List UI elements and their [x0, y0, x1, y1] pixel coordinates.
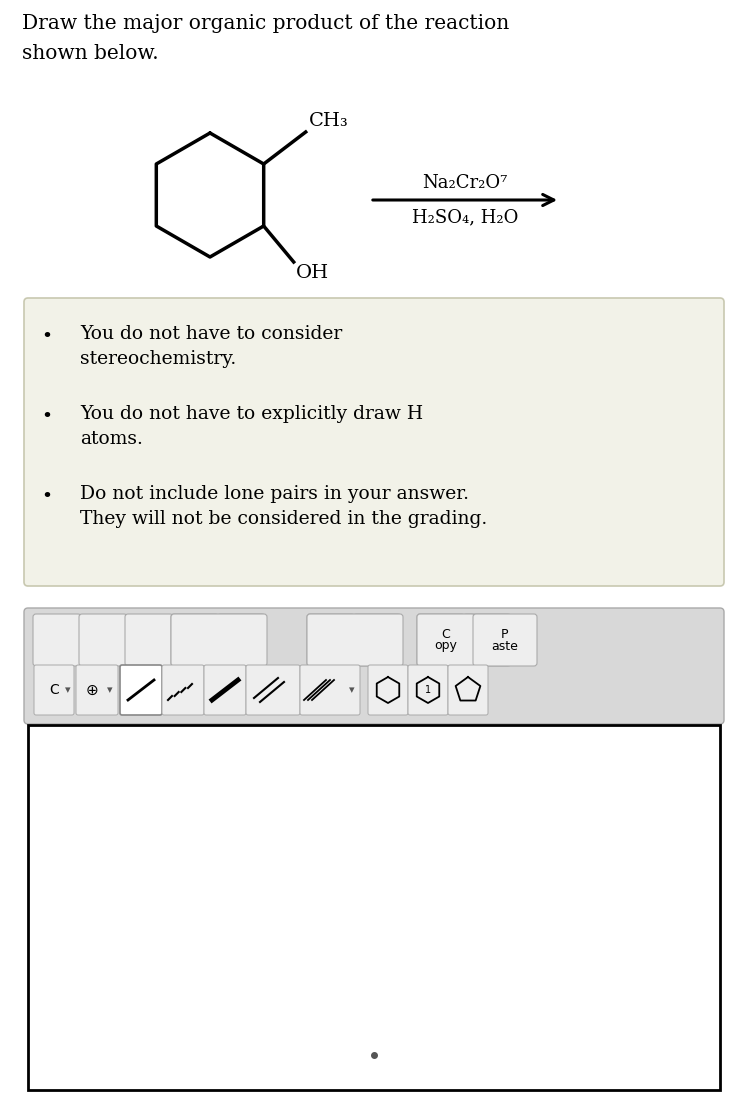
FancyBboxPatch shape [217, 614, 265, 666]
FancyBboxPatch shape [417, 614, 465, 666]
FancyBboxPatch shape [353, 614, 401, 666]
FancyBboxPatch shape [300, 665, 360, 714]
Text: •: • [41, 488, 52, 507]
Text: P
aste: P aste [491, 627, 518, 653]
Text: ⊕: ⊕ [85, 682, 99, 698]
FancyBboxPatch shape [368, 665, 408, 714]
FancyBboxPatch shape [79, 614, 127, 666]
FancyBboxPatch shape [463, 614, 511, 666]
FancyBboxPatch shape [33, 614, 81, 666]
FancyBboxPatch shape [448, 665, 488, 714]
Bar [28, 726, 720, 1091]
Text: ▾: ▾ [65, 685, 71, 695]
FancyBboxPatch shape [307, 614, 355, 666]
FancyBboxPatch shape [34, 665, 74, 714]
Text: You do not have to consider
stereochemistry.: You do not have to consider stereochemis… [80, 325, 343, 368]
Text: C
opy: C opy [435, 627, 458, 653]
FancyBboxPatch shape [125, 614, 173, 666]
Text: CH₃: CH₃ [309, 112, 349, 131]
Text: Draw the major organic product of the reaction: Draw the major organic product of the re… [22, 14, 509, 33]
Text: Do not include lone pairs in your answer.
They will not be considered in the gra: Do not include lone pairs in your answer… [80, 486, 487, 528]
Text: H₂SO₄, H₂O: H₂SO₄, H₂O [412, 208, 518, 226]
Text: ▾: ▾ [107, 685, 113, 695]
Text: OH: OH [295, 264, 329, 282]
FancyBboxPatch shape [76, 665, 118, 714]
Text: 1: 1 [425, 685, 431, 695]
FancyBboxPatch shape [171, 614, 219, 666]
FancyBboxPatch shape [246, 665, 300, 714]
FancyBboxPatch shape [24, 298, 724, 586]
FancyBboxPatch shape [408, 665, 448, 714]
Text: Na₂Cr₂O⁷: Na₂Cr₂O⁷ [423, 174, 508, 192]
Text: •: • [41, 328, 52, 346]
FancyBboxPatch shape [171, 614, 267, 666]
FancyBboxPatch shape [162, 665, 204, 714]
FancyBboxPatch shape [307, 614, 403, 666]
FancyBboxPatch shape [417, 614, 475, 666]
FancyBboxPatch shape [24, 608, 724, 724]
Text: shown below.: shown below. [22, 44, 159, 63]
Text: ▾: ▾ [349, 685, 355, 695]
FancyBboxPatch shape [204, 665, 246, 714]
FancyBboxPatch shape [120, 665, 162, 714]
Text: C: C [49, 684, 59, 697]
Text: You do not have to explicitly draw H
atoms.: You do not have to explicitly draw H ato… [80, 405, 423, 448]
FancyBboxPatch shape [473, 614, 537, 666]
Text: •: • [41, 408, 52, 426]
